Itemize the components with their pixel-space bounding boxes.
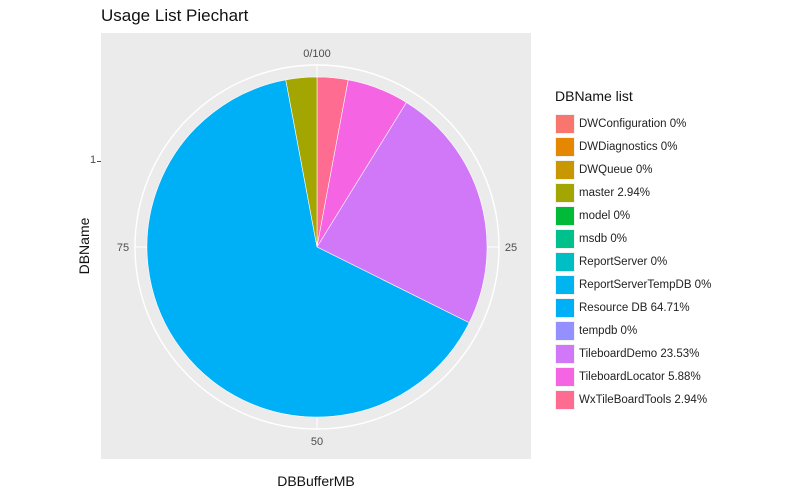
legend-label: master 2.94% [579,186,650,199]
legend-item: ReportServerTempDB 0% [555,273,711,296]
legend-label: DWDiagnostics 0% [579,140,678,153]
x-axis-label: DBBufferMB [277,473,355,489]
legend-label: msdb 0% [579,232,627,245]
legend-swatch [555,251,575,272]
legend-label: tempdb 0% [579,324,638,337]
legend-item: master 2.94% [555,181,711,204]
legend-item: DWDiagnostics 0% [555,135,711,158]
y-level-label: 1 [90,154,97,166]
angle-tick-label: 25 [505,242,517,254]
legend-label: ReportServer 0% [579,255,668,268]
legend-label: DWConfiguration 0% [579,117,687,130]
legend-swatch [555,205,575,226]
pie-chart: 0/100 25 50 75 [117,48,517,448]
legend-swatch [555,366,575,387]
legend-swatch [555,274,575,295]
plot-panel: 0/100 25 50 75 [101,33,531,459]
legend-item: TileboardLocator 5.88% [555,365,711,388]
pie-slice [146,79,470,418]
legend-item: TileboardDemo 23.53% [555,342,711,365]
legend-item: DWQueue 0% [555,158,711,181]
legend-swatch [555,297,575,318]
legend-swatch [555,113,575,134]
legend-title: DBName list [555,88,633,104]
pie-slice [285,76,318,248]
legend-label: ReportServerTempDB 0% [579,278,712,291]
legend-item: model 0% [555,204,711,227]
y-tick-mark [97,161,101,162]
angle-tick-label: 75 [117,242,129,254]
legend-item: ReportServer 0% [555,250,711,273]
legend-label: Resource DB 64.71% [579,301,690,314]
legend-label: TileboardLocator 5.88% [579,370,701,383]
legend-item: tempdb 0% [555,319,711,342]
legend-swatch [555,343,575,364]
legend-swatch [555,182,575,203]
legend-item: Resource DB 64.71% [555,296,711,319]
legend-item: DWConfiguration 0% [555,112,711,135]
legend-swatch [555,389,575,410]
legend-swatch [555,136,575,157]
y-axis-label: DBName [76,217,92,275]
angle-tick-label: 50 [311,436,323,448]
legend-label: model 0% [579,209,631,222]
legend-label: DWQueue 0% [579,163,653,176]
legend-label: WxTileBoardTools 2.94% [579,393,708,406]
chart-title: Usage List Piechart [101,6,249,25]
legend-swatch [555,159,575,180]
legend-item: WxTileBoardTools 2.94% [555,388,711,411]
legend-swatch [555,228,575,249]
angle-tick-label: 0/100 [303,48,331,60]
legend-swatch [555,320,575,341]
legend-item: msdb 0% [555,227,711,250]
legend-items: DWConfiguration 0% DWDiagnostics 0% DWQueu… [555,112,711,411]
legend-label: TileboardDemo 23.53% [579,347,700,360]
pie-slice [316,102,488,324]
legend: DBName list DWConfiguration 0% DWDiagnost… [555,88,711,411]
